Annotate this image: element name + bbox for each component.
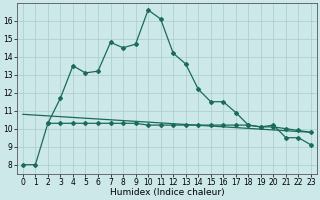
X-axis label: Humidex (Indice chaleur): Humidex (Indice chaleur): [109, 188, 224, 197]
